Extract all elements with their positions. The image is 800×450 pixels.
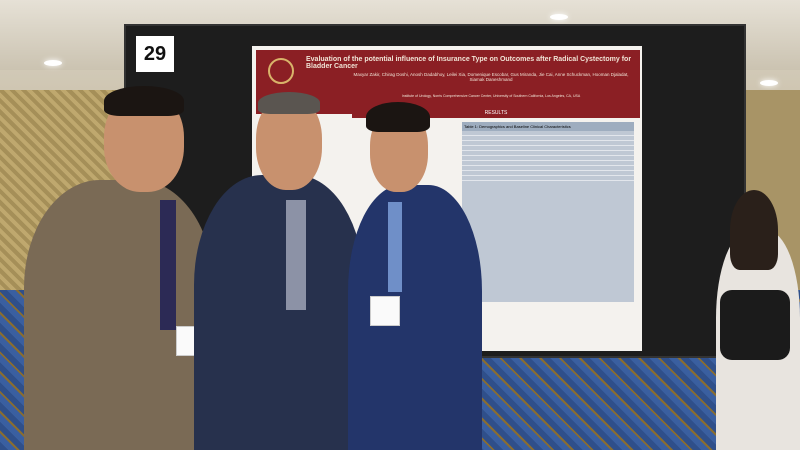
university-seal-icon bbox=[268, 58, 294, 84]
poster-affiliation: Institute of Urology, Norris Comprehensi… bbox=[401, 94, 581, 98]
person-left-suit bbox=[24, 180, 214, 450]
tie bbox=[286, 200, 306, 310]
poster-table: Table 1: Demographics and Baseline Clini… bbox=[462, 122, 634, 302]
ceiling-light bbox=[550, 14, 568, 20]
hair bbox=[366, 102, 430, 132]
hair bbox=[258, 92, 320, 114]
handbag bbox=[720, 290, 790, 360]
hair bbox=[730, 190, 778, 270]
poster-authors: Maxyar Zakir, Chirag Doshi, Anosh Dadabh… bbox=[353, 72, 629, 82]
tie bbox=[160, 200, 176, 330]
ceiling-light bbox=[44, 60, 62, 66]
ceiling-light bbox=[760, 80, 778, 86]
name-badge bbox=[370, 296, 400, 326]
results-heading: RESULTS bbox=[352, 110, 640, 118]
table-caption: Table 1: Demographics and Baseline Clini… bbox=[462, 122, 634, 131]
poster-title: Evaluation of the potential influence of… bbox=[306, 56, 632, 70]
person-middle-suit bbox=[194, 175, 364, 450]
person-right-suit bbox=[348, 185, 482, 450]
poster-banner: Evaluation of the potential influence of… bbox=[256, 50, 640, 114]
hair bbox=[104, 86, 184, 116]
booth-number: 29 bbox=[136, 36, 174, 72]
tie bbox=[388, 202, 402, 292]
